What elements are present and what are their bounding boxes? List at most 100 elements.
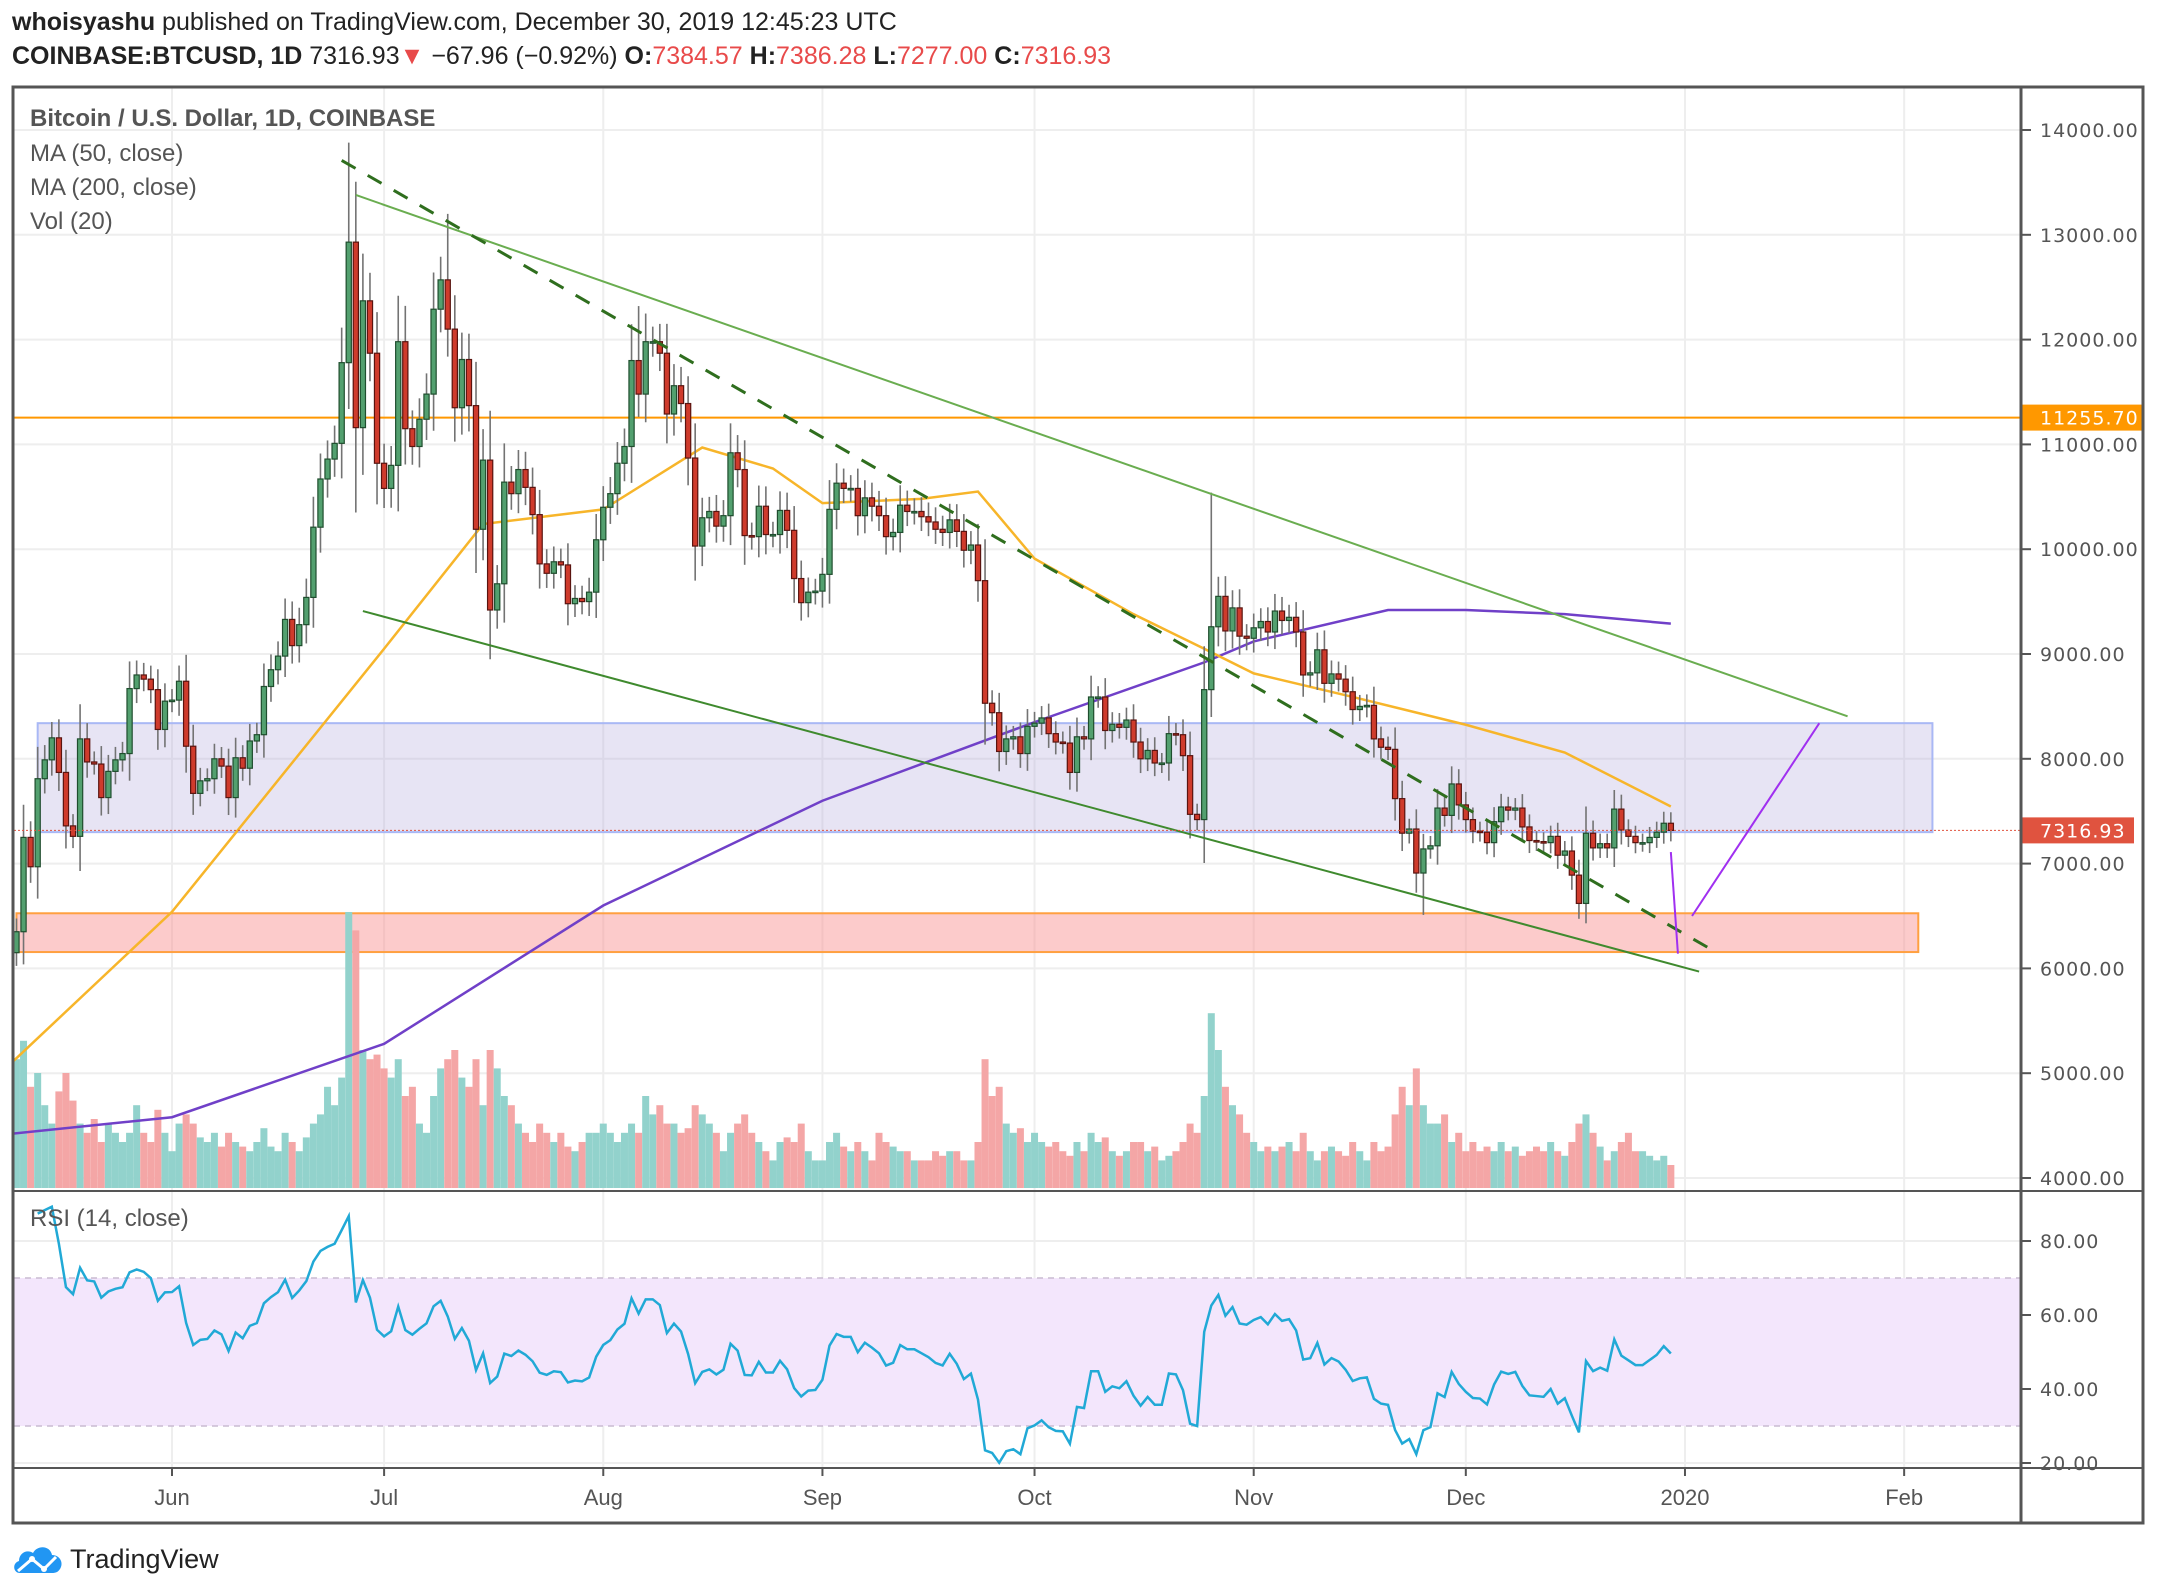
candle[interactable]	[281, 618, 289, 657]
candle[interactable]	[642, 341, 649, 395]
candle[interactable]	[1052, 733, 1059, 743]
candle[interactable]	[904, 504, 911, 513]
candle[interactable]	[1264, 620, 1272, 633]
candle[interactable]	[1356, 705, 1363, 711]
candle[interactable]	[260, 685, 268, 736]
candle[interactable]	[720, 515, 727, 527]
candle[interactable]	[1144, 749, 1151, 760]
candle[interactable]	[48, 737, 56, 761]
candle[interactable]	[614, 462, 621, 495]
candle[interactable]	[939, 528, 946, 534]
candle[interactable]	[1222, 595, 1229, 632]
candle[interactable]	[1547, 835, 1554, 844]
candle[interactable]	[1292, 616, 1300, 633]
candle[interactable]	[706, 510, 713, 519]
candle[interactable]	[635, 359, 642, 395]
candle[interactable]	[1045, 717, 1052, 735]
candle[interactable]	[444, 279, 451, 330]
candle[interactable]	[1618, 808, 1625, 831]
candle[interactable]	[762, 505, 770, 536]
candle[interactable]	[543, 563, 550, 574]
candle[interactable]	[253, 734, 261, 742]
candle[interactable]	[225, 765, 232, 799]
candle[interactable]	[1243, 635, 1250, 639]
candle[interactable]	[274, 655, 282, 671]
candle[interactable]	[133, 674, 140, 690]
legend-ma50[interactable]: MA (50, close)	[30, 140, 184, 167]
candle[interactable]	[1123, 719, 1130, 728]
candle[interactable]	[317, 478, 324, 528]
candle[interactable]	[607, 493, 614, 508]
candle[interactable]	[1165, 733, 1173, 764]
candle[interactable]	[1512, 807, 1519, 811]
candle[interactable]	[437, 279, 444, 310]
candle[interactable]	[1179, 734, 1187, 757]
candle[interactable]	[974, 544, 982, 582]
candle[interactable]	[41, 759, 48, 780]
candle[interactable]	[154, 689, 162, 731]
candle[interactable]	[1215, 595, 1222, 628]
candle[interactable]	[1201, 689, 1208, 821]
candle[interactable]	[140, 674, 147, 680]
candle[interactable]	[197, 780, 204, 794]
candle[interactable]	[988, 702, 996, 714]
candle[interactable]	[1476, 830, 1484, 834]
candle[interactable]	[395, 341, 402, 466]
candle[interactable]	[699, 517, 706, 547]
candle[interactable]	[1448, 783, 1455, 816]
candle[interactable]	[1073, 736, 1081, 774]
price-pane[interactable]	[6, 142, 2021, 1188]
candle[interactable]	[204, 778, 211, 782]
candle[interactable]	[783, 509, 791, 531]
candle[interactable]	[1505, 806, 1512, 811]
candle[interactable]	[847, 487, 854, 491]
candle[interactable]	[748, 534, 755, 538]
candle[interactable]	[571, 597, 579, 605]
candle[interactable]	[1497, 806, 1505, 823]
candle[interactable]	[1321, 649, 1328, 684]
candle[interactable]	[1116, 723, 1123, 728]
candle[interactable]	[953, 519, 960, 532]
rsi-pane[interactable]	[14, 1204, 2021, 1465]
candle[interactable]	[932, 521, 939, 530]
candle[interactable]	[1377, 738, 1385, 748]
candle[interactable]	[451, 328, 459, 409]
candle[interactable]	[1257, 620, 1264, 629]
upper-trendline[interactable]	[355, 194, 1848, 718]
candle[interactable]	[267, 669, 275, 688]
candle[interactable]	[1314, 649, 1321, 674]
candle[interactable]	[1533, 839, 1540, 843]
candle[interactable]	[1384, 746, 1392, 750]
candle[interactable]	[1349, 691, 1356, 711]
candle[interactable]	[288, 618, 296, 647]
candle[interactable]	[1526, 826, 1533, 842]
candle[interactable]	[1158, 762, 1165, 766]
candle[interactable]	[995, 712, 1003, 753]
candle[interactable]	[182, 680, 190, 747]
candle[interactable]	[557, 561, 565, 566]
candle[interactable]	[1278, 610, 1286, 622]
candle[interactable]	[1469, 818, 1477, 832]
candle[interactable]	[1017, 736, 1024, 755]
candle[interactable]	[515, 468, 522, 495]
candle[interactable]	[1342, 678, 1349, 693]
candle[interactable]	[380, 462, 388, 490]
demand-zone-rect[interactable]	[15, 912, 1920, 954]
candle[interactable]	[805, 591, 812, 604]
candle[interactable]	[585, 591, 593, 603]
candle[interactable]	[670, 385, 678, 415]
candle[interactable]	[1172, 733, 1180, 736]
candle[interactable]	[324, 458, 331, 480]
candle[interactable]	[1561, 850, 1568, 856]
candle[interactable]	[1568, 850, 1576, 876]
candle[interactable]	[83, 738, 91, 763]
candle[interactable]	[967, 544, 975, 551]
candle[interactable]	[14, 931, 20, 954]
candle[interactable]	[105, 770, 112, 799]
candle[interactable]	[27, 836, 34, 868]
candle[interactable]	[1031, 722, 1038, 727]
candle[interactable]	[1667, 822, 1675, 831]
candle[interactable]	[112, 759, 119, 772]
candle[interactable]	[1596, 843, 1604, 849]
dashed-trendline[interactable]	[340, 159, 1715, 952]
